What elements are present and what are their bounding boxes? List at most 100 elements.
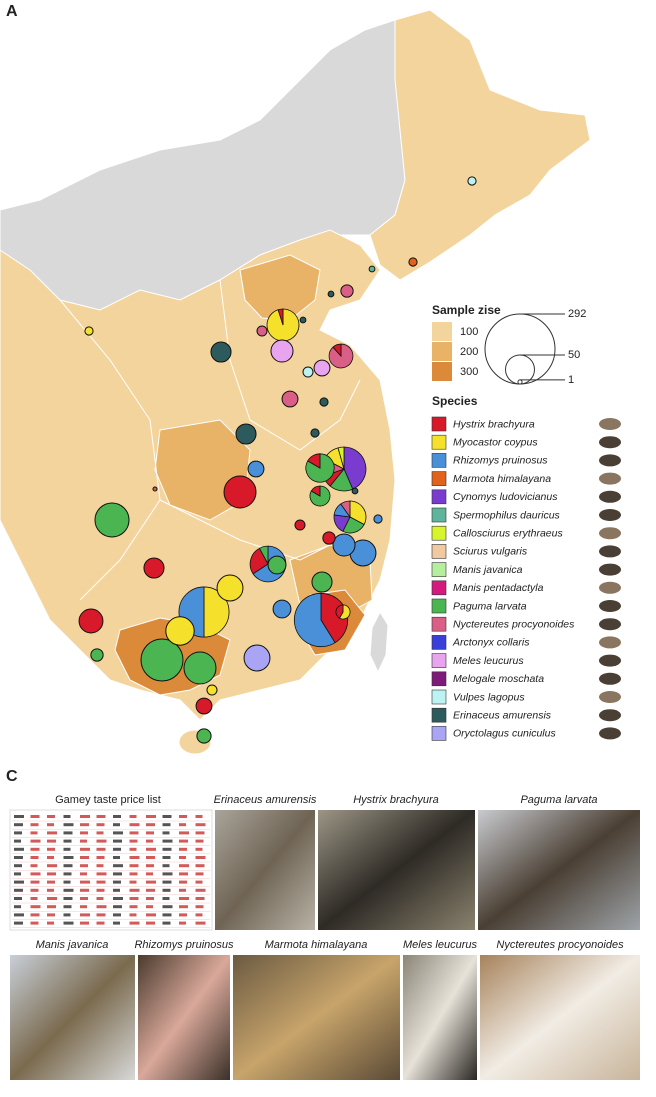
table-cell-text xyxy=(96,864,104,868)
table-cell-text xyxy=(47,880,55,884)
legend-swatch xyxy=(432,342,452,361)
table-cell-text xyxy=(14,856,23,859)
table-cell-text xyxy=(80,913,90,917)
size-label: 292 xyxy=(568,308,586,320)
table-cell-text xyxy=(96,839,107,843)
table-cell-text xyxy=(129,823,140,827)
table-cell-text xyxy=(47,897,57,900)
site-pie xyxy=(152,486,158,492)
site-pie xyxy=(78,608,104,634)
table-cell-text xyxy=(63,872,72,876)
borders xyxy=(59,299,161,601)
species-swatch xyxy=(431,616,447,632)
species-icon xyxy=(599,618,621,631)
table-cell-text xyxy=(47,921,54,925)
pie-wedge xyxy=(293,592,336,648)
table-cell-text xyxy=(96,880,106,884)
table-cell-text xyxy=(179,856,186,859)
table-cell-text xyxy=(162,856,171,859)
species-label: Hystrix brachyura xyxy=(453,418,535,430)
pie-wedge xyxy=(349,500,367,526)
site-pie xyxy=(311,571,333,593)
photo-caption: Nyctereutes procyonoides xyxy=(496,939,624,951)
table-cell-text xyxy=(129,880,137,884)
table-cell-text xyxy=(195,921,206,925)
table-cell-text xyxy=(195,913,203,917)
table-cell-text xyxy=(47,856,54,859)
table-cell-text xyxy=(80,921,89,925)
province-northeast xyxy=(369,9,591,281)
table-cell-text xyxy=(179,888,186,892)
pie-wedge xyxy=(343,446,367,490)
table-cell-text xyxy=(63,880,71,884)
table-cell-text xyxy=(47,872,56,876)
table-cell-text xyxy=(80,823,89,827)
table-cell-text xyxy=(80,856,89,859)
table-cell-text xyxy=(63,815,71,818)
table-cell-text xyxy=(146,921,155,925)
table-cell-text xyxy=(30,823,39,827)
table-cell-text xyxy=(14,847,24,851)
table-cell-text xyxy=(162,831,170,835)
table-cell-text xyxy=(129,839,138,843)
table-cell-text xyxy=(162,897,170,900)
site-pie xyxy=(84,326,94,336)
species-swatch xyxy=(431,562,447,577)
species-label: Spermophilus dauricus xyxy=(453,509,561,521)
site-pie xyxy=(272,599,292,619)
table-cell-text xyxy=(162,905,173,909)
price-list-title: Gamey taste price list xyxy=(55,794,161,806)
table-cell-text xyxy=(30,872,41,876)
species-icon xyxy=(599,691,621,703)
table-cell-text xyxy=(30,905,41,909)
table-cell-text xyxy=(47,905,56,909)
table-cell-text xyxy=(30,847,40,851)
site-pie xyxy=(140,638,184,682)
table-cell-text xyxy=(47,888,54,892)
species-swatch xyxy=(431,453,447,468)
table-cell-text xyxy=(96,921,105,925)
photo xyxy=(318,810,475,930)
size-label: 50 xyxy=(568,349,580,361)
site-pie xyxy=(195,697,213,715)
table-cell-text xyxy=(113,856,120,859)
species-icon xyxy=(599,581,621,594)
table-cell-text xyxy=(14,823,23,827)
species-swatch xyxy=(431,434,447,450)
table-cell-text xyxy=(179,880,187,884)
table-cell-text xyxy=(179,847,187,851)
size-circle xyxy=(484,313,556,385)
photo-caption: Erinaceus amurensis xyxy=(214,794,317,806)
table-cell-text xyxy=(113,880,121,884)
sites xyxy=(78,176,477,744)
table-cell-text xyxy=(129,831,139,835)
pie-wedge xyxy=(335,604,344,619)
site-pie xyxy=(247,460,265,478)
table-cell-text xyxy=(179,823,186,827)
table-cell-text xyxy=(129,897,139,900)
site-pie xyxy=(302,366,314,378)
table-cell-text xyxy=(162,815,172,818)
table-cell-text xyxy=(96,831,104,835)
species-swatch xyxy=(431,671,447,687)
species-label: Marmota himalayana xyxy=(453,473,551,485)
table-cell-text xyxy=(80,888,89,892)
site-pie xyxy=(408,257,418,267)
table-cell-text xyxy=(129,815,137,818)
table-cell-text xyxy=(63,831,73,835)
table-cell-text xyxy=(80,815,90,818)
site-pie xyxy=(210,341,232,363)
species-icon xyxy=(599,600,621,612)
species-icon xyxy=(599,672,621,685)
table-cell-text xyxy=(47,815,55,818)
table-cell-text xyxy=(113,864,123,868)
table-cell-text xyxy=(113,823,120,827)
species-icon xyxy=(599,545,621,558)
table-cell-text xyxy=(146,831,154,835)
table-cell-text xyxy=(80,905,87,909)
table-cell-text xyxy=(63,888,74,892)
table-cell-text xyxy=(96,847,106,851)
species-label: Callosciurus erythraeus xyxy=(453,527,563,539)
table-cell-text xyxy=(162,864,170,868)
table-cell-text xyxy=(113,897,123,900)
